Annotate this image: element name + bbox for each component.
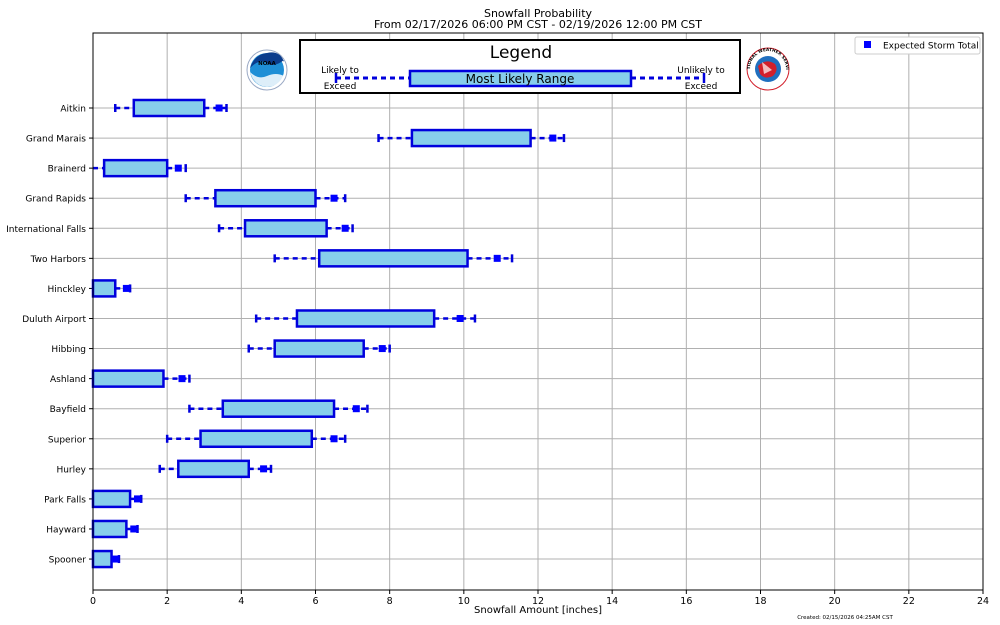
likely-range-box: [132, 98, 206, 118]
expected-total-marker: [111, 555, 119, 563]
legend-title: Legend: [490, 43, 552, 63]
location-row: Bayfield: [50, 399, 369, 418]
expected-total-marker: [174, 164, 182, 172]
location-label: Park Falls: [44, 495, 86, 505]
expected-total-marker: [352, 405, 360, 413]
location-label: Duluth Airport: [22, 315, 86, 325]
likely-range-box: [214, 188, 317, 208]
series-legend-label: Expected Storm Total: [883, 42, 979, 52]
likely-range-box: [317, 249, 469, 268]
likely-range-box: [91, 489, 132, 509]
likely-range-box: [177, 459, 251, 479]
expected-total-marker: [378, 345, 386, 353]
x-tick-label: 6: [312, 596, 318, 607]
x-tick-label: 24: [977, 596, 989, 607]
location-row: Hinckley: [48, 279, 132, 298]
series-legend-frame: [854, 36, 981, 55]
series-legend: Expected Storm Total: [854, 36, 981, 55]
x-tick-label: 16: [680, 596, 692, 607]
likely-range-box: [410, 128, 532, 148]
likely-range-box: [91, 279, 117, 298]
location-row: Spooner: [49, 549, 121, 569]
likely-range-box: [273, 339, 365, 358]
location-label: Hurley: [56, 465, 86, 475]
likely-range-box: [91, 549, 113, 569]
x-tick-label: 18: [754, 596, 766, 607]
expected-total-marker: [178, 375, 186, 383]
plot-frame: [92, 32, 984, 591]
location-label: Two Harbors: [30, 255, 87, 265]
location-row: Hurley: [56, 459, 273, 479]
expected-total-marker: [134, 495, 141, 503]
expected-total-marker: [215, 104, 223, 112]
x-axis-ticks: 0 2 4 6 8 10 12 14 16 18 20 22 24: [89, 107, 989, 607]
x-tick-label: 0: [90, 596, 96, 607]
expected-total-marker: [456, 314, 464, 322]
expected-total-marker: [122, 284, 130, 292]
location-label: Grand Rapids: [25, 195, 86, 205]
chart-title: Snowfall Probability: [484, 7, 593, 20]
series-legend-marker: [864, 41, 871, 48]
location-row: Grand Marais: [26, 128, 566, 148]
expected-total-marker: [549, 134, 557, 142]
likely-range-box: [91, 369, 165, 388]
created-timestamp: Created: 02/15/2026 04:25AM CST: [797, 615, 893, 621]
expected-total-marker: [493, 254, 501, 262]
location-row: Aitkin: [60, 98, 228, 118]
expected-total-marker: [341, 224, 349, 232]
expected-total-marker: [130, 525, 138, 533]
noaa-logo-text: NOAA: [258, 61, 276, 67]
location-row: Ashland: [50, 369, 191, 388]
x-axis-label: Snowfall Amount [inches]: [474, 605, 602, 616]
legend-left-label-2: Exceed: [324, 82, 357, 92]
expected-total-marker: [260, 465, 268, 473]
x-tick-label: 12: [532, 596, 544, 607]
location-label: Ashland: [50, 375, 86, 385]
legend-right-label-1: Unlikely to: [677, 66, 725, 76]
legend-box: Legend Most Likely Range Likely to Excee…: [299, 39, 741, 94]
location-label: Hibbing: [51, 345, 86, 355]
x-tick-label: 22: [903, 596, 915, 607]
location-label: Grand Marais: [26, 135, 86, 145]
location-label: Superior: [48, 435, 86, 445]
location-label: Brainerd: [48, 165, 86, 175]
likely-range-box: [243, 219, 328, 238]
location-row: Brainerd: [48, 158, 187, 178]
legend-left-label-1: Likely to: [321, 66, 359, 76]
legend-range-box: [408, 69, 633, 88]
expected-total-marker: [330, 194, 338, 202]
location-label: International Falls: [6, 225, 86, 235]
location-row: Grand Rapids: [25, 188, 347, 208]
location-row: Duluth Airport: [22, 309, 477, 328]
x-tick-label: 2: [164, 596, 170, 607]
legend-center-label: Most Likely Range: [466, 72, 575, 86]
location-label: Bayfield: [50, 405, 86, 415]
location-row: Hayward: [46, 519, 139, 539]
location-row: Two Harbors: [30, 249, 514, 268]
x-tick-label: 8: [387, 596, 393, 607]
location-label: Aitkin: [60, 105, 86, 115]
x-tick-label: 14: [606, 596, 618, 607]
x-tick-label: 10: [458, 596, 470, 607]
likely-range-box: [221, 399, 336, 418]
location-label: Hayward: [46, 525, 86, 535]
legend-right-label-2: Exceed: [685, 82, 718, 92]
location-row: International Falls: [6, 219, 354, 238]
likely-range-box: [199, 429, 314, 449]
expected-total-marker: [330, 435, 338, 443]
location-label: Hinckley: [48, 285, 87, 295]
likely-range-box: [91, 519, 128, 539]
chart-subtitle: From 02/17/2026 06:00 PM CST - 02/19/202…: [374, 18, 702, 31]
location-row: Hibbing: [51, 339, 391, 358]
likely-range-box: [102, 158, 169, 178]
location-row: Superior: [48, 429, 347, 449]
noaa-logo: NOAA: [246, 49, 288, 91]
location-rows: Aitkin Grand Marais Brainerd Grand Rapids In…: [6, 98, 566, 569]
location-label: Spooner: [49, 556, 87, 566]
x-tick-label: 20: [829, 596, 841, 607]
likely-range-box: [295, 309, 436, 328]
x-tick-label: 4: [238, 596, 244, 607]
